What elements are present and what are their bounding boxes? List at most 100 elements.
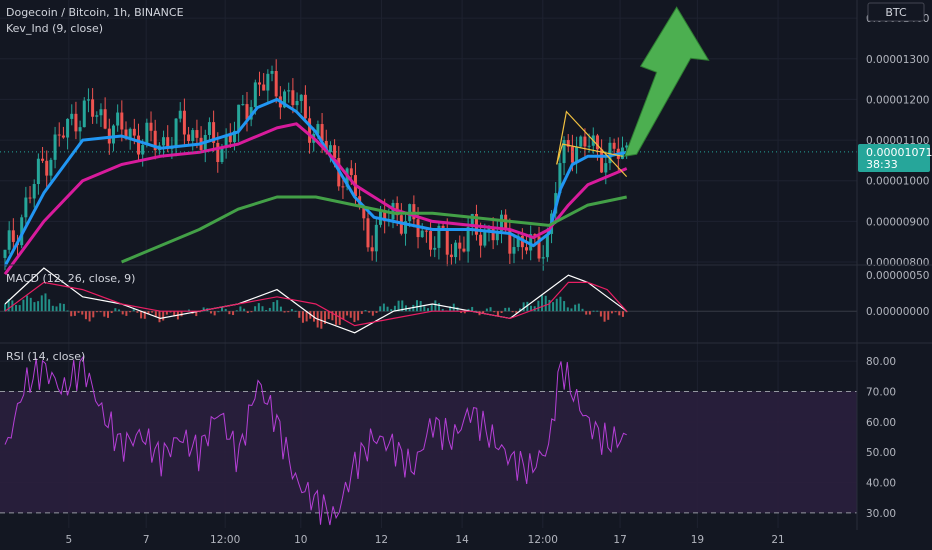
macd-histogram-bar xyxy=(430,303,433,312)
macd-histogram-bar xyxy=(279,306,282,312)
macd-histogram-bar xyxy=(360,311,363,314)
macd-histogram-bar xyxy=(246,311,249,313)
macd-histogram-bar xyxy=(110,311,113,314)
macd-histogram-bar xyxy=(349,311,352,318)
macd-histogram-bar xyxy=(507,307,510,312)
price-tick-label: 0.00000900 xyxy=(866,216,929,228)
candle-body xyxy=(525,247,529,251)
candle-body xyxy=(232,130,236,143)
candle-body xyxy=(24,197,28,218)
candle-body xyxy=(145,122,149,146)
macd-histogram-bar xyxy=(33,302,36,312)
candle-body xyxy=(366,218,370,248)
macd-histogram-bar xyxy=(18,305,21,312)
macd-histogram-bar xyxy=(496,311,499,316)
macd-histogram-bar xyxy=(548,299,551,312)
candle-body xyxy=(479,234,483,246)
price-tick-label: 0.00001300 xyxy=(866,54,929,66)
macd-histogram-bar xyxy=(294,310,297,312)
macd-histogram-bar xyxy=(84,311,87,320)
candle-body xyxy=(283,91,287,108)
price-tick-label: 0.00001000 xyxy=(866,176,929,188)
candle-body xyxy=(111,125,115,144)
rsi-tick-label: 60.00 xyxy=(866,417,896,429)
macd-histogram-bar xyxy=(474,310,477,312)
time-tick-label: 12:00 xyxy=(528,534,558,546)
macd-histogram-bar xyxy=(250,311,253,313)
time-tick-label: 12:00 xyxy=(210,534,240,546)
macd-histogram-bar xyxy=(147,311,150,315)
macd-histogram-bar xyxy=(397,300,400,312)
candle-body xyxy=(625,145,629,148)
candle-body xyxy=(49,159,53,176)
candle-body xyxy=(316,124,320,134)
macd-histogram-bar xyxy=(99,311,102,313)
candle-body xyxy=(28,197,32,199)
macd-histogram-bar xyxy=(541,295,544,312)
macd-histogram-bar xyxy=(511,311,514,313)
candle-body xyxy=(36,158,40,185)
macd-histogram-bar xyxy=(423,306,426,312)
candle-body xyxy=(529,234,533,251)
macd-tick-label: 0.00000000 xyxy=(866,306,929,318)
candle-body xyxy=(187,134,191,142)
rsi-pane xyxy=(4,355,627,526)
annotations xyxy=(556,6,710,178)
candle-body xyxy=(132,128,136,136)
currency-tag[interactable] xyxy=(867,2,925,22)
macd-histogram-bar xyxy=(239,306,242,312)
candle-body xyxy=(295,100,299,106)
candle-body xyxy=(20,217,24,246)
candle-body xyxy=(195,130,199,138)
candle-body xyxy=(253,82,257,108)
macd-histogram-bar xyxy=(301,311,304,323)
candle-body xyxy=(608,142,612,164)
candle-body xyxy=(191,130,195,142)
macd-histogram-bar xyxy=(346,311,349,316)
candle-body xyxy=(53,134,57,160)
macd-histogram-bar xyxy=(596,310,599,312)
macd-histogram-bar xyxy=(401,300,404,312)
candle-body xyxy=(370,247,374,252)
candle-body xyxy=(391,202,395,220)
macd-histogram-bar xyxy=(48,299,51,312)
candle-body xyxy=(237,104,241,131)
macd-histogram-bar xyxy=(577,303,580,312)
macd-histogram-bar xyxy=(530,305,533,312)
macd-histogram-bar xyxy=(603,311,606,322)
candle-body xyxy=(341,186,345,188)
candle-body xyxy=(212,122,216,143)
candle-body xyxy=(86,99,90,101)
macd-histogram-bar xyxy=(618,311,621,316)
time-axis: 5 7 12:00 10 12 14 12:00 17 19 21 xyxy=(66,534,785,546)
macd-histogram-bar xyxy=(331,311,334,321)
macd-histogram-bar xyxy=(195,311,198,317)
macd-histogram-bar xyxy=(243,308,246,312)
macd-histogram-bar xyxy=(154,311,157,318)
candle-body xyxy=(78,127,82,132)
candle-body xyxy=(45,160,49,176)
indicator-lines xyxy=(0,97,857,276)
macd-histogram-bar xyxy=(217,311,220,313)
macd-label[interactable]: MACD (12, 26, close, 9) xyxy=(6,272,135,285)
macd-histogram-bar xyxy=(106,311,109,318)
candle-body xyxy=(262,84,266,91)
rsi-label[interactable]: RSI (14, close) xyxy=(6,350,85,363)
macd-histogram-bar xyxy=(375,311,378,313)
candle-body xyxy=(558,163,562,194)
macd-histogram-bar xyxy=(224,308,227,312)
candle-body xyxy=(116,112,120,126)
macd-histogram-bar xyxy=(44,293,47,312)
macd-histogram-bar xyxy=(489,307,492,312)
macd-histogram-bar xyxy=(588,311,591,315)
macd-histogram-bar xyxy=(92,311,95,318)
candle-body xyxy=(587,145,591,147)
macd-histogram-bar xyxy=(522,302,525,312)
indicator-label[interactable]: Kev_Ind (9, close) xyxy=(6,22,103,35)
macd-histogram-bar xyxy=(235,310,238,312)
candle-body xyxy=(466,227,470,252)
rsi-line xyxy=(4,355,627,526)
price-badge xyxy=(858,144,930,172)
macd-histogram-bar xyxy=(88,311,91,322)
